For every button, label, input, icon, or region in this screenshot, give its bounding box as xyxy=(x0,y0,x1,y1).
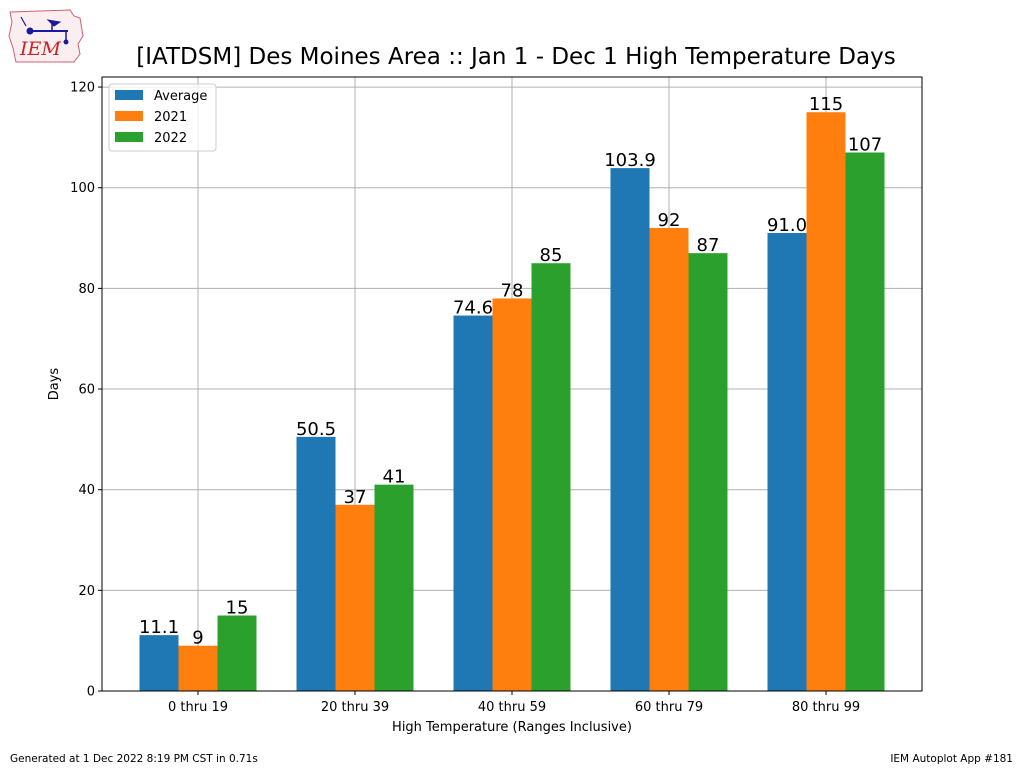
y-tick-label: 0 xyxy=(87,685,95,700)
legend-swatch-average xyxy=(115,90,143,100)
legend-label: 2022 xyxy=(154,131,187,146)
bar-2022 xyxy=(374,484,414,691)
footer-app: IEM Autoplot App #181 xyxy=(890,753,1013,765)
iowa-outline-icon xyxy=(8,9,84,63)
bar-value-label: 41 xyxy=(383,467,406,488)
bar-2022 xyxy=(217,615,257,691)
x-axis-label: High Temperature (Ranges Inclusive) xyxy=(392,720,632,735)
bar-value-label: 74.6 xyxy=(453,298,493,319)
legend-swatch-2022 xyxy=(115,132,143,142)
y-tick-label: 20 xyxy=(78,584,95,599)
bar-value-label: 37 xyxy=(344,487,367,508)
bar-value-label: 92 xyxy=(658,210,681,231)
x-tick-label: 40 thru 59 xyxy=(478,700,546,715)
y-axis: 0 20 40 60 80 100 120 xyxy=(70,81,102,700)
iem-logo: IEM xyxy=(8,9,84,63)
legend-label: 2021 xyxy=(154,110,187,125)
bar-value-label: 15 xyxy=(226,598,249,619)
legend: Average 2021 2022 xyxy=(108,83,217,152)
y-tick-label: 80 xyxy=(78,282,95,297)
x-tick-label: 60 thru 79 xyxy=(635,700,703,715)
bar-average xyxy=(296,436,336,691)
bar-value-label: 9 xyxy=(192,628,203,649)
bar-average xyxy=(139,635,179,691)
bar-value-label: 87 xyxy=(697,235,720,256)
bar-2021 xyxy=(178,645,218,691)
bar-2022 xyxy=(845,152,885,691)
x-axis: 0 thru 19 20 thru 39 40 thru 59 60 thru 79 8… xyxy=(168,691,860,715)
bar-value-label: 78 xyxy=(501,280,524,301)
x-tick-label: 20 thru 39 xyxy=(321,700,389,715)
y-tick-label: 60 xyxy=(78,383,95,398)
y-axis-label: Days xyxy=(47,368,62,401)
bar-value-label: 85 xyxy=(540,245,563,266)
legend-swatch-2021 xyxy=(115,111,143,121)
bar-2021 xyxy=(649,227,689,691)
footer-generated: Generated at 1 Dec 2022 8:19 PM CST in 0… xyxy=(10,753,258,765)
legend-label: Average xyxy=(154,89,207,104)
bar-2021 xyxy=(335,504,375,691)
bar-average xyxy=(767,233,807,691)
bar-2021 xyxy=(806,112,846,692)
bar-value-label: 11.1 xyxy=(139,617,179,638)
x-tick-label: 80 thru 99 xyxy=(792,700,860,715)
bar-value-label: 103.9 xyxy=(604,150,656,171)
bar-average xyxy=(453,315,493,691)
bar-labels: 11.1 9 15 50.5 37 41 74.6 78 85 103.9 92 87 91.0 1151… xyxy=(139,94,882,648)
x-tick-label: 0 thru 19 xyxy=(168,700,228,715)
y-tick-label: 120 xyxy=(70,81,95,96)
bar-2021 xyxy=(492,298,532,691)
bar-2022 xyxy=(688,253,728,692)
bar-value-label: 107 xyxy=(848,134,882,155)
weather-instrument-icon xyxy=(20,16,69,45)
y-tick-label: 40 xyxy=(78,483,95,498)
logo-text: IEM xyxy=(19,38,61,60)
bars xyxy=(139,112,885,692)
bar-value-label: 91.0 xyxy=(767,215,807,236)
y-tick-label: 100 xyxy=(70,181,95,196)
bar-value-label: 50.5 xyxy=(296,419,336,440)
bar-2022 xyxy=(531,263,571,691)
bar-value-label: 115 xyxy=(809,94,843,115)
chart-title: [IATDSM] Des Moines Area :: Jan 1 - Dec … xyxy=(136,44,895,70)
bar-average xyxy=(610,168,650,691)
